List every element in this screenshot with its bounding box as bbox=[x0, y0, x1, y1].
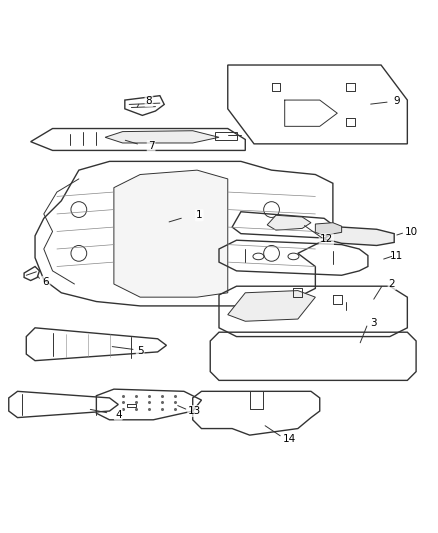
Text: 8: 8 bbox=[145, 96, 152, 106]
Text: 14: 14 bbox=[283, 434, 296, 443]
Polygon shape bbox=[315, 223, 342, 236]
Polygon shape bbox=[267, 215, 311, 230]
Polygon shape bbox=[228, 290, 315, 321]
Polygon shape bbox=[114, 170, 228, 297]
Text: 3: 3 bbox=[370, 318, 377, 328]
Text: 10: 10 bbox=[405, 228, 418, 237]
Polygon shape bbox=[105, 131, 219, 143]
Text: 13: 13 bbox=[188, 406, 201, 416]
Text: 2: 2 bbox=[389, 279, 396, 289]
Text: 11: 11 bbox=[390, 252, 403, 261]
Polygon shape bbox=[324, 227, 394, 246]
Text: 5: 5 bbox=[137, 345, 144, 356]
Text: 9: 9 bbox=[393, 96, 400, 106]
Text: 1: 1 bbox=[196, 210, 203, 220]
Text: 4: 4 bbox=[115, 409, 122, 419]
Text: 6: 6 bbox=[42, 277, 49, 287]
Text: 12: 12 bbox=[320, 235, 333, 244]
Text: 7: 7 bbox=[148, 141, 155, 151]
